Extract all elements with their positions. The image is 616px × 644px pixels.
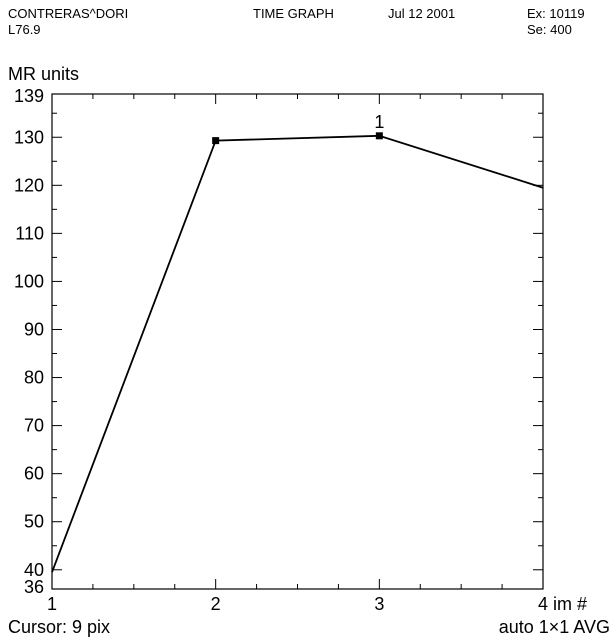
y-tick-label: 36 [24,577,44,597]
y-tick-label: 40 [24,560,44,580]
x-tick-label: 2 [211,594,221,614]
series-label: 1 [374,112,384,132]
data-point [375,132,383,140]
x-axis-label: im # [553,594,587,614]
y-tick-label: 130 [14,127,44,147]
x-tick-label: 1 [47,594,57,614]
roi-readout: auto 1×1 AVG [498,617,610,637]
series-number: Se: 400 [527,22,572,37]
x-tick-labels: 1 2 3 4 im # [47,594,587,614]
plot-frame [51,93,544,590]
axis-ticks [51,94,544,589]
mode-title: TIME GRAPH [253,6,334,21]
y-tick-label: 139 [14,86,44,106]
location-label: L76.9 [8,22,41,37]
series-labels: 1 [374,112,384,132]
y-axis-label: MR units [8,64,79,84]
series-lines [51,134,544,573]
y-tick-label: 80 [24,368,44,388]
x-tick-label: 3 [374,594,384,614]
series-line [51,134,544,573]
series-points [212,132,383,145]
exam-date: Jul 12 2001 [388,6,456,21]
y-tick-label: 60 [24,464,44,484]
y-tick-label: 70 [24,416,44,436]
y-tick-label: 90 [24,319,44,339]
y-tick-label: 50 [24,512,44,532]
y-tick-label: 120 [14,175,44,195]
y-tick-label: 100 [14,271,44,291]
data-point [212,137,220,145]
exam-number: Ex: 10119 [527,6,585,21]
cursor-readout: Cursor: 9 pix [8,617,111,637]
x-tick-label: 4 [538,594,548,614]
y-tick-label: 110 [15,223,44,243]
patient-name: CONTRERAS^DORI [8,6,129,21]
